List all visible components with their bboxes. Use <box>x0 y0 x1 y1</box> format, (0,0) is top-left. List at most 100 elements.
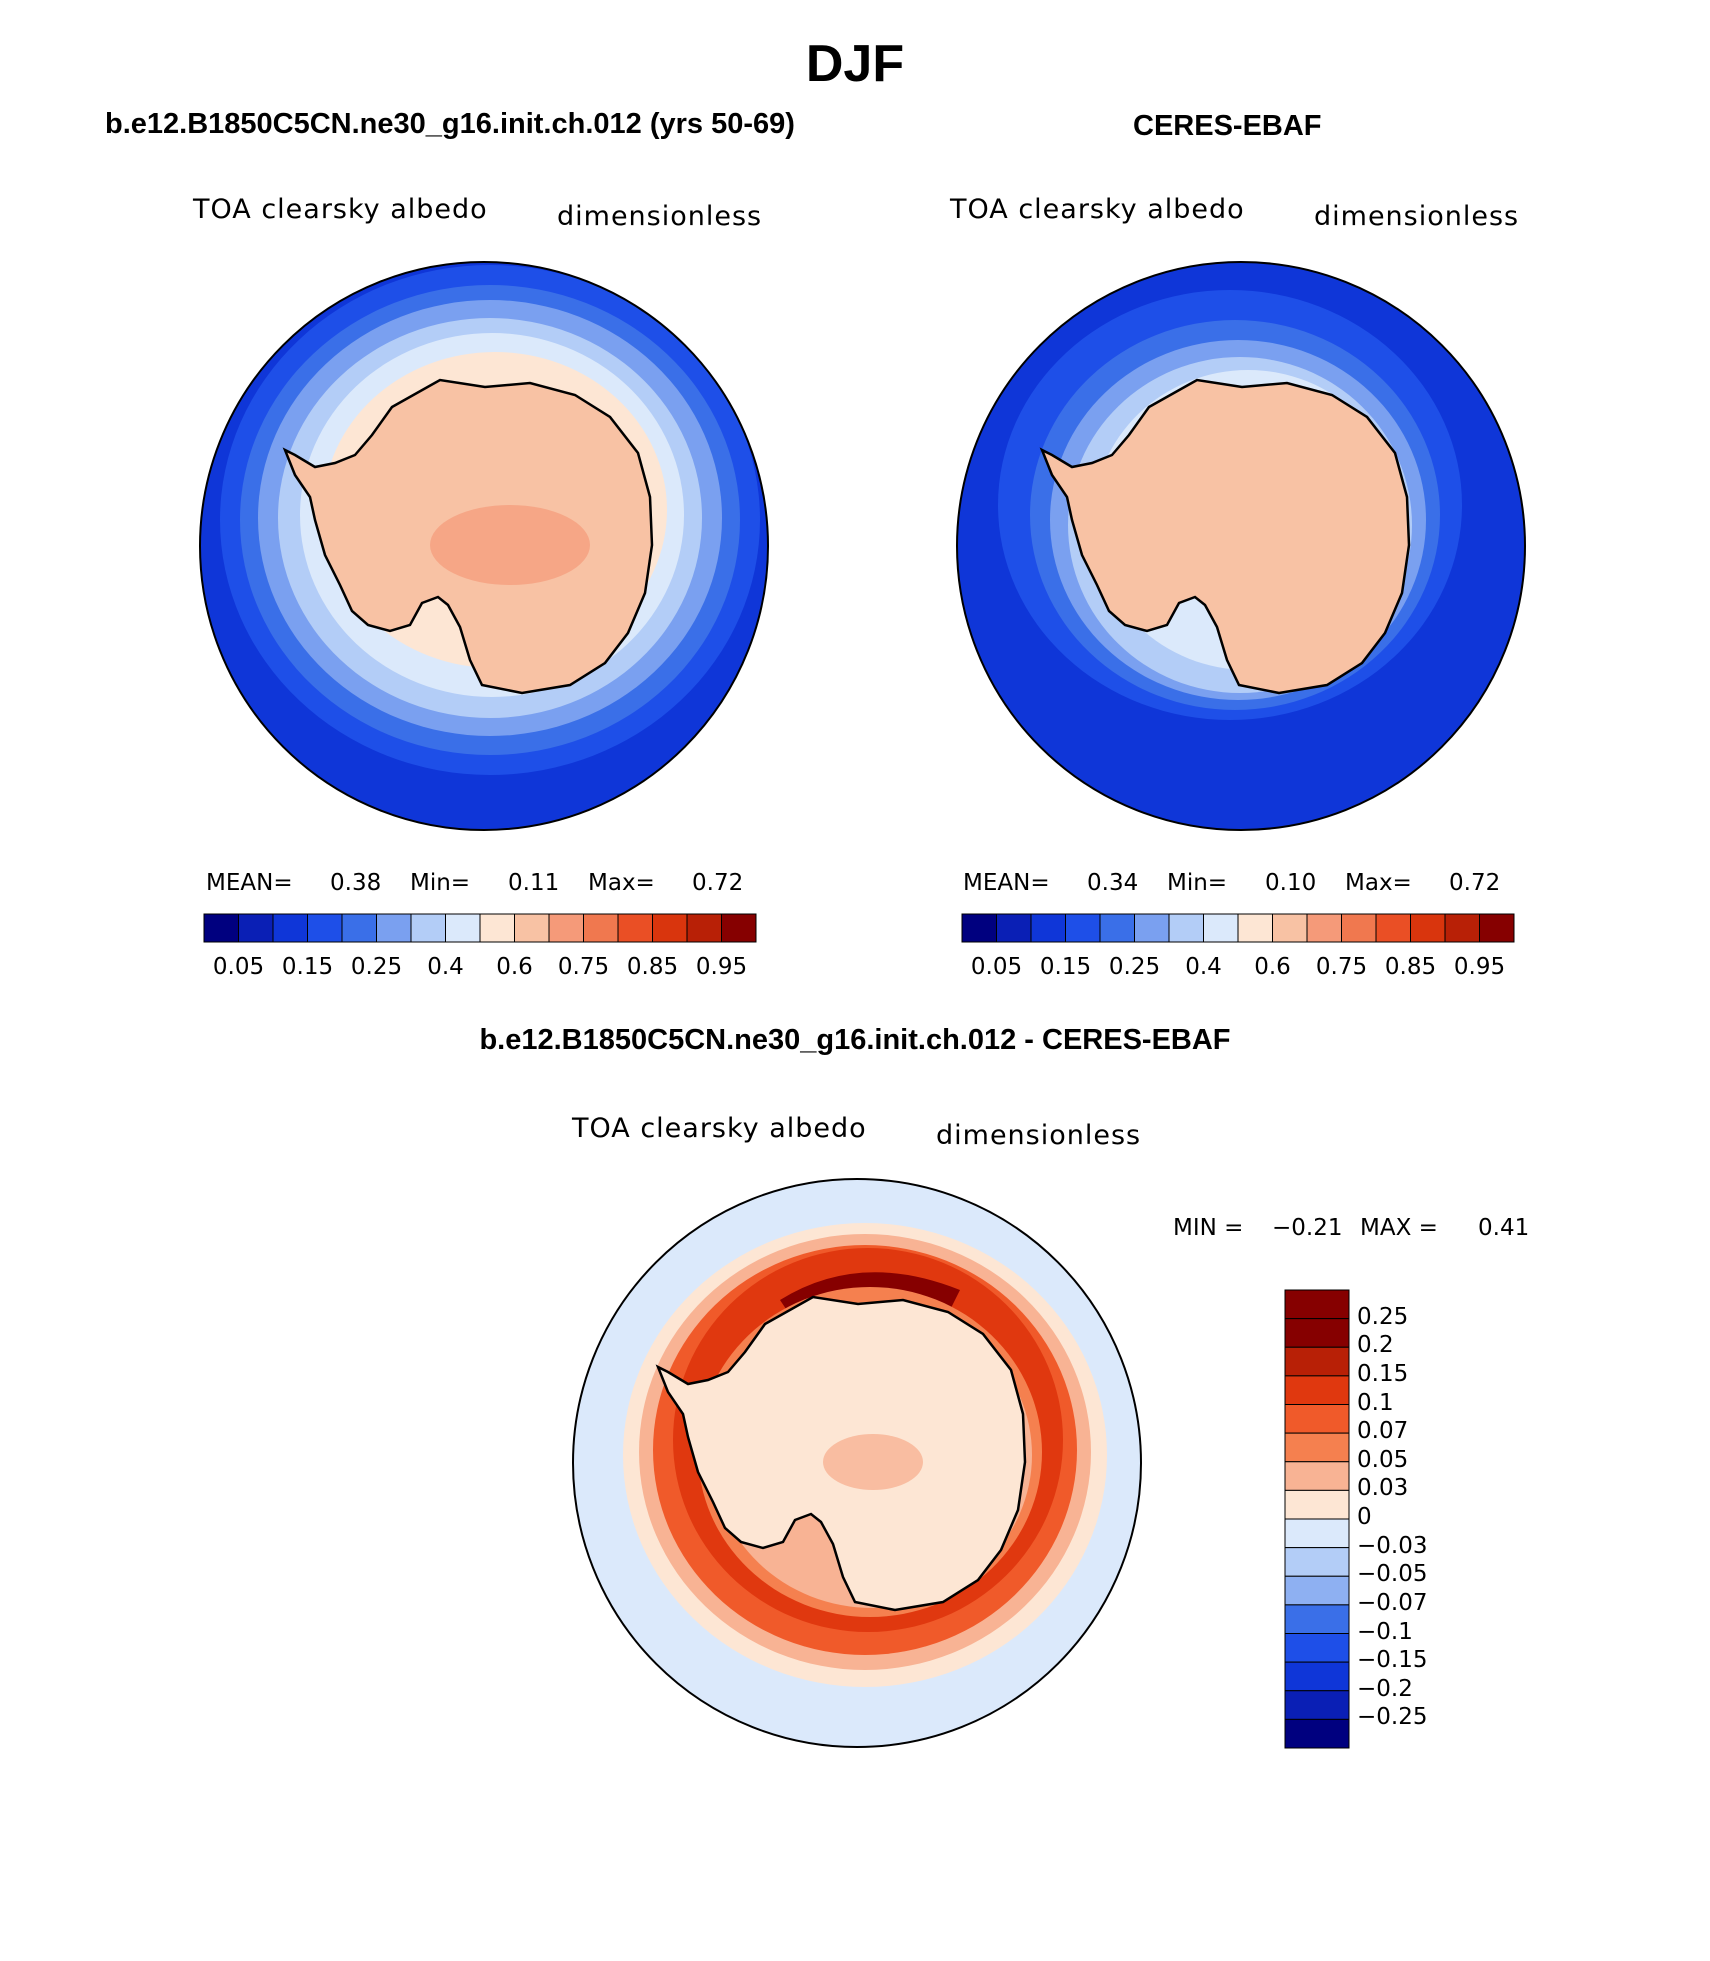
panel2-colorbar-tick-label: 0.85 <box>1384 954 1437 980</box>
panel2-colorbar-tick-label: 0.25 <box>1108 954 1161 980</box>
page-title: DJF <box>805 35 905 93</box>
panel1-colorbar-tick-label: 0.6 <box>496 954 533 980</box>
panel2-colorbar-swatch <box>1341 913 1377 943</box>
panel3-max-value: 0.41 <box>1478 1215 1530 1241</box>
panel2-colorbar-tick-label: 0.75 <box>1315 954 1368 980</box>
panel1-colorbar-swatch <box>686 913 722 943</box>
panel2-colorbar-swatch <box>1065 913 1101 943</box>
panel1-colorbar-swatch <box>514 913 550 943</box>
panel3-colorbar-swatch <box>1284 1375 1350 1405</box>
panel1-colorbar-swatch <box>548 913 584 943</box>
panel1-colorbar-swatch <box>617 913 653 943</box>
panel1-mean-value: 0.38 <box>330 870 382 896</box>
panel3-units-label: dimensionless <box>936 1120 1142 1151</box>
panel3-colorbar-swatch <box>1284 1633 1350 1663</box>
panel1-colorbar-swatch <box>203 913 239 943</box>
panel1-mean-label: MEAN= <box>206 870 293 896</box>
panel3-colorbar-swatch <box>1284 1289 1350 1320</box>
panel3-colorbar-tick-label: −0.1 <box>1357 1618 1413 1645</box>
panel2-colorbar-tick-label: 0.4 <box>1185 954 1222 980</box>
panel3-colorbar-swatch <box>1284 1318 1350 1348</box>
panel3-colorbar-swatch <box>1284 1604 1350 1634</box>
panel2-colorbar-swatch <box>1134 913 1170 943</box>
panel1-variable-label: TOA clearsky albedo <box>193 194 488 225</box>
panel2-colorbar-swatch <box>1237 913 1273 943</box>
panel1-colorbar-tick-label: 0.4 <box>427 954 464 980</box>
panel3-colorbar-tick-label: −0.15 <box>1357 1647 1428 1674</box>
panel3-colorbar-tick-label: 0.03 <box>1357 1475 1409 1502</box>
panel2-variable-label: TOA clearsky albedo <box>950 194 1245 225</box>
panel2-map-border <box>956 261 1526 831</box>
panel2-colorbar-swatch <box>1375 913 1411 943</box>
panel3-colorbar <box>1284 1289 1350 1749</box>
panel3-colorbar-swatch <box>1284 1489 1350 1520</box>
panel3-colorbar-swatch <box>1284 1432 1350 1463</box>
panel2-colorbar-swatch <box>1410 913 1446 943</box>
panel3-colorbar-tick-label: 0.2 <box>1357 1332 1394 1359</box>
panel2-colorbar-swatch <box>961 913 997 943</box>
panel3-map-border <box>572 1178 1142 1748</box>
panel3-colorbar-tick-label: 0.15 <box>1357 1360 1409 1387</box>
panel3-variable-label: TOA clearsky albedo <box>572 1113 867 1144</box>
panel2-colorbar-swatch <box>1168 913 1204 943</box>
panel3-colorbar-swatch <box>1284 1661 1350 1692</box>
panel2-colorbar-tick-label: 0.15 <box>1039 954 1092 980</box>
panel2-colorbar-swatch <box>1444 913 1480 943</box>
panel3-colorbar-swatch <box>1284 1575 1350 1606</box>
panel1-colorbar-tick-label: 0.05 <box>212 954 265 980</box>
panel2-max-label: Max= <box>1345 870 1412 896</box>
panel3-colorbar-tick-label: −0.25 <box>1357 1704 1428 1731</box>
panel1-colorbar-swatch <box>652 913 688 943</box>
panel3-map <box>572 1178 1142 1748</box>
panel1-colorbar-swatch <box>445 913 481 943</box>
panel1-colorbar-swatch <box>307 913 343 943</box>
panel3-colorbar-tick-label: −0.2 <box>1357 1675 1413 1702</box>
panel2-colorbar-swatch <box>1099 913 1135 943</box>
panel1-map <box>199 261 769 831</box>
panel3-colorbar-tick-label: 0 <box>1357 1504 1372 1530</box>
panel1-max-value: 0.72 <box>692 870 744 896</box>
panel2-colorbar-swatch <box>1306 913 1342 943</box>
panel2-units-label: dimensionless <box>1314 201 1520 232</box>
panel1-colorbar-tick-label: 0.75 <box>557 954 610 980</box>
panel2-mean-label: MEAN= <box>963 870 1050 896</box>
panel1-map-border <box>199 261 769 831</box>
panel1-colorbar-swatch <box>479 913 515 943</box>
panel3-colorbar-swatch <box>1284 1404 1350 1434</box>
panel3-title: b.e12.B1850C5CN.ne30_g16.init.ch.012 - C… <box>479 1024 1231 1056</box>
panel2-mean-value: 0.34 <box>1087 870 1139 896</box>
panel1-colorbar-swatch <box>238 913 274 943</box>
panel2-colorbar-tick-label: 0.6 <box>1254 954 1291 980</box>
panel3-colorbar-tick-label: 0.07 <box>1357 1418 1409 1445</box>
panel3-min-label: MIN = <box>1173 1215 1244 1241</box>
panel2-max-value: 0.72 <box>1449 870 1501 896</box>
panel1-colorbar-tick-label: 0.85 <box>626 954 679 980</box>
panel2-colorbar-tick-label: 0.95 <box>1453 954 1506 980</box>
panel2-colorbar <box>961 913 1515 943</box>
panel3-colorbar-tick-label: 0.05 <box>1357 1446 1409 1473</box>
panel1-colorbar-tick-label: 0.25 <box>350 954 403 980</box>
panel3-colorbar-swatch <box>1284 1461 1350 1491</box>
panel2-colorbar-swatch <box>1479 913 1515 943</box>
panel1-colorbar-swatch <box>583 913 619 943</box>
panel1-colorbar-swatch <box>341 913 377 943</box>
panel1-colorbar-swatch <box>721 913 757 943</box>
panel3-colorbar-tick-label: 0.25 <box>1357 1303 1409 1330</box>
panel1-colorbar-swatch <box>410 913 446 943</box>
panel3-colorbar-swatch <box>1284 1518 1350 1549</box>
panel3-max-label: MAX = <box>1360 1215 1438 1241</box>
panel2-colorbar-swatch <box>1272 913 1308 943</box>
panel1-units-label: dimensionless <box>557 201 763 232</box>
panel2-map <box>956 261 1526 831</box>
panel1-colorbar-swatch <box>272 913 308 943</box>
panel1-max-label: Max= <box>588 870 655 896</box>
panel3-colorbar-swatch <box>1284 1690 1350 1720</box>
panel2-min-label: Min= <box>1167 870 1228 896</box>
panel2-colorbar-swatch <box>996 913 1032 943</box>
panel3-min-value: −0.21 <box>1272 1215 1343 1241</box>
panel1-min-label: Min= <box>410 870 471 896</box>
panel2-colorbar-swatch <box>1203 913 1239 943</box>
panel2-colorbar-tick-label: 0.05 <box>970 954 1023 980</box>
panel1-colorbar-swatch <box>376 913 412 943</box>
